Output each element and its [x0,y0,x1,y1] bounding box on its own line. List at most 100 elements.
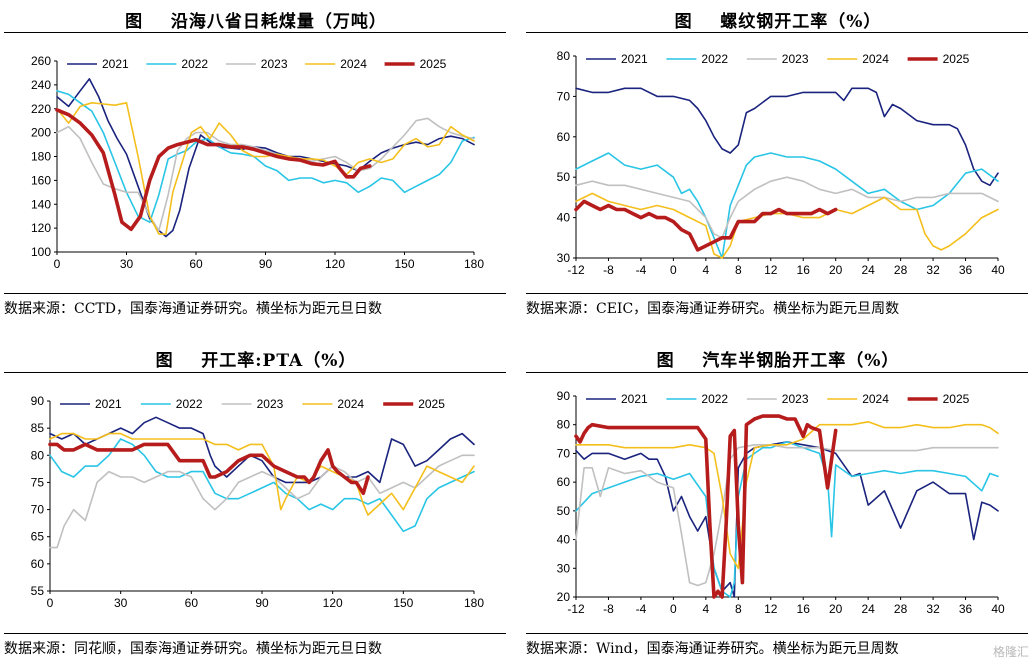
legend-label-2025: 2025 [943,392,970,406]
x-tick-label: 0 [670,263,677,277]
x-tick-label: 12 [764,602,778,616]
legend-label-2023: 2023 [257,397,284,411]
y-tick-label: 50 [557,504,571,518]
legend-label-2021: 2021 [621,392,648,406]
x-tick-label: 30 [114,596,128,610]
title-rule [526,32,1028,33]
chart-plot-pta: 55 60 65 70 75 80 85 90 0 30 60 90 120 150 180 2021 2022… [31,394,485,610]
x-tick-label: -4 [636,602,647,616]
series-line-2025 [574,414,838,599]
series-line-2021 [575,441,999,598]
legend-label-2024: 2024 [337,397,364,411]
source-rule [4,633,506,634]
legend-label-2023: 2023 [261,57,288,71]
series-line-2024 [575,420,999,570]
x-tick-label: 36 [959,263,973,277]
chart-title: 图 开工率:PTA（%） [155,351,357,371]
x-tick-label: 36 [959,602,973,616]
x-tick-label: 20 [829,602,843,616]
series-line-2023 [56,117,475,232]
x-tick-label: 120 [325,257,345,271]
chart-panel-tire: 图 汽车半钢胎开工率（%） 20 30 40 50 60 70 80 90 -12 -8 -4 0 4 8… [526,340,1030,663]
x-tick-label: 12 [764,263,778,277]
chart-title: 图 螺纹钢开工率（%） [674,12,882,32]
watermark-logo: 格隆汇 [993,643,1029,660]
y-tick-label: 30 [557,561,571,575]
x-tick-label: 30 [120,257,134,271]
x-tick-label: 24 [861,602,875,616]
y-tick-label: 90 [31,394,45,408]
legend-label-2021: 2021 [621,52,648,66]
legend-label-2024: 2024 [862,52,889,66]
y-tick-label: 80 [31,448,45,462]
x-tick-label: -4 [636,263,647,277]
legend-label-2022: 2022 [701,52,728,66]
series-line-2022 [49,438,475,533]
x-tick-label: 180 [464,596,484,610]
y-tick-label: 80 [557,418,571,432]
x-tick-label: 90 [255,596,269,610]
series-line-2022 [575,441,999,598]
y-tick-label: 55 [31,584,45,598]
series-line-2025 [55,108,372,232]
legend-label-2024: 2024 [862,392,889,406]
series-line-2025 [48,442,370,496]
chart-source: 数据来源：CCTD，国泰海通证券研究。横坐标为距元旦日数 [4,301,382,317]
chart-plot-daily-coal: 100 120 140 160 180 200 220 240 260 0 30 60 90 120 150… [31,54,484,271]
x-tick-label: 8 [735,602,742,616]
y-tick-label: 140 [31,197,51,211]
legend-label-2021: 2021 [95,397,122,411]
title-rule [4,32,506,33]
y-tick-label: 40 [557,211,571,225]
x-tick-label: 40 [991,263,1005,277]
legend-label-2024: 2024 [340,57,367,71]
chart-title: 图 沿海八省日耗煤量（万吨） [125,12,387,32]
x-tick-label: 32 [926,602,940,616]
chart-source: 数据来源：CEIC，国泰海通证券研究。横坐标为距元旦周数 [526,301,900,317]
y-tick-label: 160 [31,173,51,187]
y-tick-label: 220 [31,102,51,116]
title-rule [4,372,506,373]
x-tick-label: 8 [735,263,742,277]
y-tick-label: 20 [557,590,571,604]
y-tick-label: 70 [557,446,571,460]
x-tick-label: 180 [464,257,484,271]
x-tick-label: -12 [567,263,585,277]
x-tick-label: 60 [189,257,203,271]
y-tick-label: 90 [557,389,571,403]
y-tick-label: 260 [31,54,51,68]
x-tick-label: 0 [47,596,54,610]
x-tick-label: 40 [991,602,1005,616]
y-tick-label: 200 [31,126,51,140]
series-line-2021 [575,87,999,187]
series-line-2024 [575,192,999,259]
x-tick-label: 32 [926,263,940,277]
x-tick-label: 20 [829,263,843,277]
x-tick-label: -8 [603,602,614,616]
legend-label-2022: 2022 [181,57,208,71]
chart-title: 图 汽车半钢胎开工率（%） [656,351,900,371]
chart-source: 数据来源：Wind，国泰海通证券研究。横坐标为距元旦周数 [526,641,899,657]
x-tick-label: 150 [394,257,414,271]
x-tick-label: 24 [861,263,875,277]
x-tick-label: 4 [703,602,710,616]
y-tick-label: 60 [557,475,571,489]
series-line-2023 [575,444,999,587]
y-tick-label: 80 [557,49,571,63]
x-tick-label: 60 [185,596,199,610]
y-tick-label: 180 [31,150,51,164]
legend-label-2021: 2021 [102,57,129,71]
x-tick-label: 16 [797,602,811,616]
x-tick-label: 4 [703,263,710,277]
legend-label-2025: 2025 [420,57,447,71]
series-line-2025 [574,199,838,252]
x-tick-label: -12 [567,602,585,616]
source-rule [526,633,1028,634]
legend-label-2025: 2025 [418,397,445,411]
chart-source: 数据来源：同花顺，国泰海通证券研究。横坐标为距元旦日数 [4,641,382,657]
legend-label-2022: 2022 [701,392,728,406]
y-tick-label: 50 [557,170,571,184]
series-line-2023 [49,454,475,549]
legend-label-2022: 2022 [176,397,203,411]
